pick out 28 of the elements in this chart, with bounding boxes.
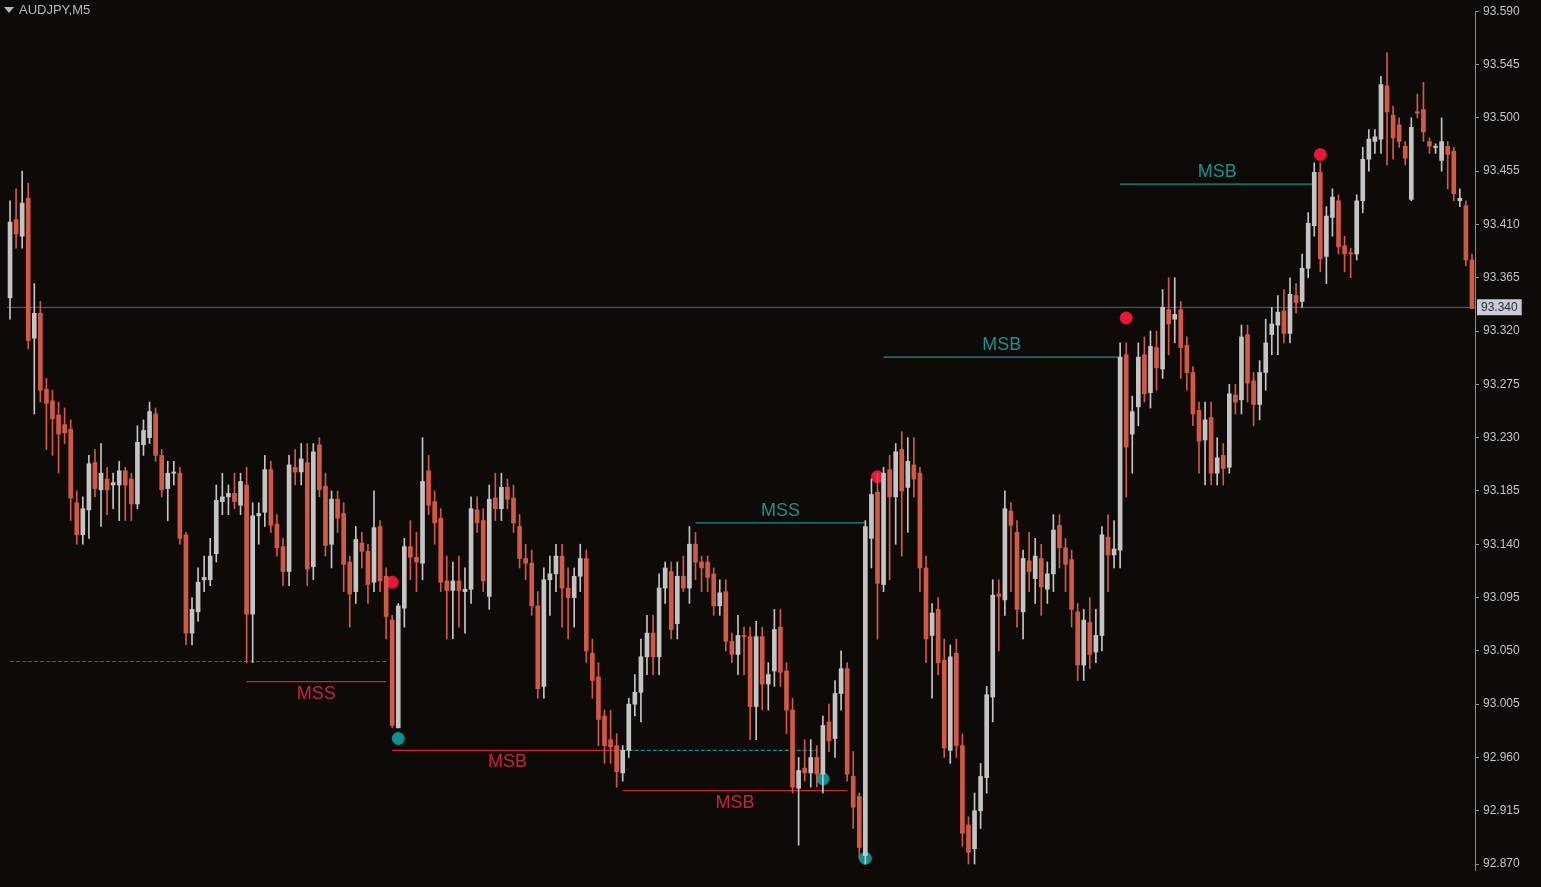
chart-title: AUDJPY,M5 (19, 2, 91, 17)
y-tick-label: 93.455 (1483, 163, 1521, 178)
y-tick-label: 93.140 (1483, 536, 1521, 551)
series-label: MSB (487, 751, 527, 772)
ref-line-label: 93.340 (1481, 299, 1519, 314)
point (1313, 148, 1327, 162)
y-tick-label: 92.960 (1483, 749, 1521, 764)
series-label: MSS (760, 499, 800, 520)
y-tick-label: 93.500 (1483, 110, 1521, 125)
y-tick-label: 93.185 (1483, 483, 1521, 498)
y-tick-label: 93.275 (1483, 376, 1521, 391)
series-label: MSS (296, 682, 336, 703)
series-label: MSB (982, 334, 1022, 355)
y-tick-label: 92.870 (1483, 856, 1521, 871)
y-tick-label: 93.095 (1483, 589, 1521, 604)
y-tick-label: 93.410 (1483, 216, 1521, 231)
y-tick-label: 92.915 (1483, 803, 1521, 818)
y-tick-label: 93.050 (1483, 643, 1521, 658)
point (1119, 311, 1133, 325)
y-tick-label: 93.590 (1483, 3, 1521, 18)
y-tick-label: 93.365 (1483, 270, 1521, 285)
point (391, 732, 405, 746)
y-tick-label: 93.545 (1483, 56, 1521, 71)
series-label: MSB (1197, 161, 1237, 182)
series-label: MSB (715, 791, 755, 812)
y-tick-label: 93.320 (1483, 323, 1521, 338)
y-tick-label: 93.005 (1483, 696, 1521, 711)
y-tick-label: 93.230 (1483, 429, 1521, 444)
